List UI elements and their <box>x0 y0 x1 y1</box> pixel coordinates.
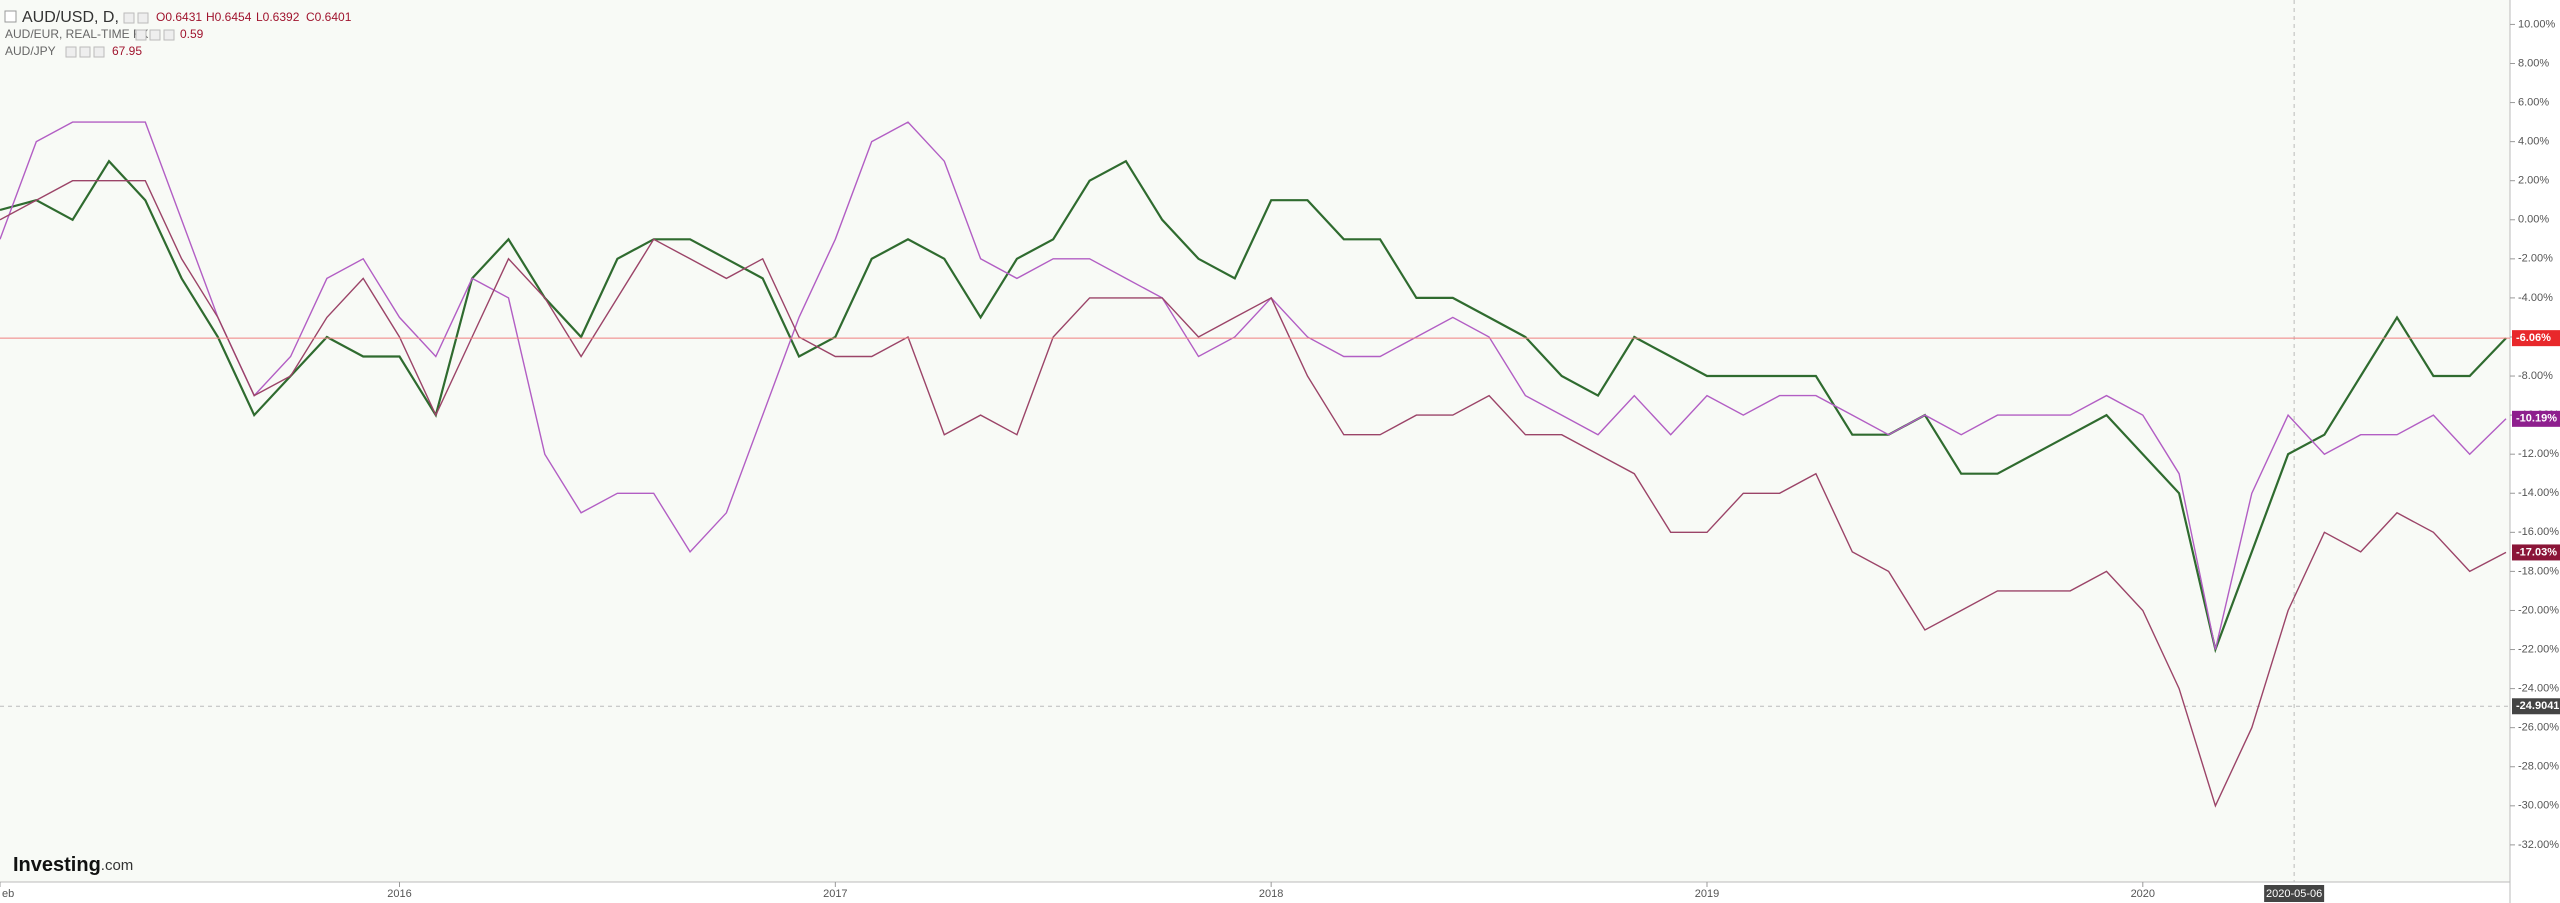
series-line <box>0 180 2507 808</box>
y-tick-label: -28.00% <box>2518 761 2559 773</box>
y-tick-label: -12.00% <box>2518 448 2559 460</box>
legend-icon <box>149 29 161 41</box>
y-tick-label: 2.00% <box>2518 175 2549 187</box>
y-tick-label: -14.00% <box>2518 487 2559 499</box>
series-name: AUD/USD, D, <box>22 9 119 26</box>
logo-brand: Investing <box>13 854 101 876</box>
y-tick-label: -24.00% <box>2518 683 2559 695</box>
ohlc-value: H0.6454 <box>206 10 252 24</box>
y-tick-label: -8.00% <box>2518 370 2553 382</box>
series-line <box>0 159 2507 654</box>
last-value-label-box <box>2512 544 2560 561</box>
legend-icon <box>135 29 147 41</box>
legend-icon <box>123 12 135 24</box>
ohlc-value: C0.6401 <box>306 10 352 24</box>
legend-icon <box>93 46 105 58</box>
legend-icon <box>79 46 91 58</box>
x-tick-label: 2016 <box>387 888 411 900</box>
y-tick-label: -16.00% <box>2518 526 2559 538</box>
series-line <box>0 121 2507 650</box>
legend-icon <box>163 29 175 41</box>
x-tick-label: 2020 <box>2131 888 2155 900</box>
ohlc-value: O0.6431 <box>156 10 202 24</box>
legend-icon <box>65 46 77 58</box>
x-tick-label: eb <box>2 888 14 900</box>
crosshair-y-label: -24.9041 <box>2516 700 2559 712</box>
y-tick-label: 0.00% <box>2518 214 2549 226</box>
x-tick-label: 2017 <box>823 888 847 900</box>
last-value-label-box <box>2512 410 2560 427</box>
series-name: AUD/EUR, REAL-TIME FX <box>5 27 148 41</box>
last-value-label: -6.06% <box>2516 332 2551 344</box>
x-tick-label: 2019 <box>1695 888 1719 900</box>
y-tick-label: -30.00% <box>2518 800 2559 812</box>
series-price: 67.95 <box>112 44 142 58</box>
y-tick-label: 10.00% <box>2518 18 2556 30</box>
y-tick-label: 8.00% <box>2518 57 2549 69</box>
legend: AUD/USD, D, O0.6431 H0.6454 L0.6392 C0.6401 A… <box>4 9 352 58</box>
crosshair-date-box <box>2264 885 2325 902</box>
series-name: AUD/JPY <box>5 44 56 58</box>
logo: Investing.com <box>13 854 133 876</box>
series-price: 0.59 <box>180 27 204 41</box>
y-tick-label: -20.00% <box>2518 604 2559 616</box>
y-tick-label: -26.00% <box>2518 722 2559 734</box>
ohlc-value: L0.6392 <box>256 10 300 24</box>
crosshair-y-label-box <box>2512 698 2560 715</box>
last-value-label-box <box>2512 330 2560 347</box>
legend-icon <box>137 12 149 24</box>
y-tick-label: -18.00% <box>2518 565 2559 577</box>
collapse-icon <box>4 10 17 23</box>
y-tick-label: -32.00% <box>2518 839 2559 851</box>
plot-area <box>0 0 2510 882</box>
y-tick-label: 6.00% <box>2518 96 2549 108</box>
x-tick-label: 2018 <box>1259 888 1283 900</box>
crosshair-date: 2020-05-06 <box>2266 888 2322 900</box>
y-tick-label: -22.00% <box>2518 643 2559 655</box>
last-value-label: -17.03% <box>2516 546 2557 558</box>
y-tick-label: 4.00% <box>2518 136 2549 148</box>
logo-suffix: .com <box>101 857 134 874</box>
last-value-label: -10.19% <box>2516 413 2557 425</box>
y-tick-label: -4.00% <box>2518 292 2553 304</box>
y-tick-label: -2.00% <box>2518 253 2553 265</box>
